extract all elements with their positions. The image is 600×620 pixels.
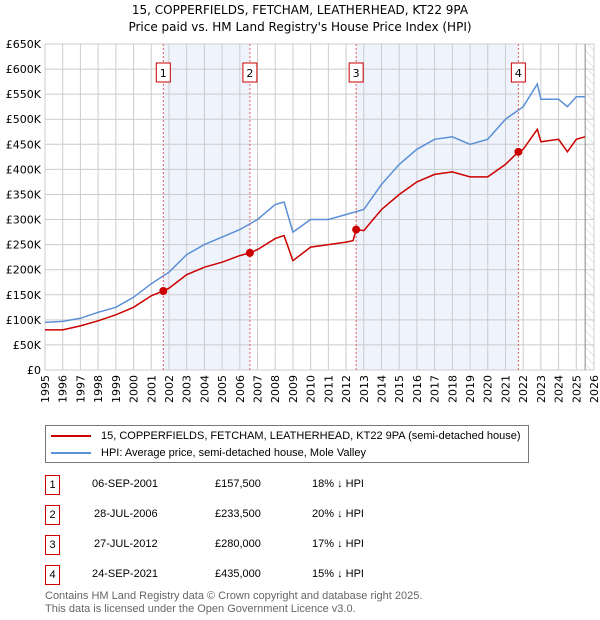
x-tick-label: 2004	[198, 375, 211, 403]
y-tick-label: £400K	[6, 163, 42, 176]
x-tick-label: 2015	[393, 375, 406, 403]
sale-point	[352, 225, 361, 234]
y-tick-label: £200K	[6, 264, 42, 277]
sale-point	[245, 248, 254, 257]
x-tick-label: 2026	[588, 375, 600, 403]
chart-title: 15, COPPERFIELDS, FETCHAM, LEATHERHEAD, …	[131, 3, 469, 17]
y-tick-label: £350K	[6, 188, 42, 201]
sale-price: £280,000	[215, 538, 261, 550]
sale-hpi-diff: 15% ↓ HPI	[312, 568, 364, 580]
sale-point	[514, 147, 523, 156]
sale-label: 1	[160, 67, 167, 80]
x-tick-label: 2021	[499, 375, 512, 403]
y-tick-label: £250K	[6, 239, 42, 252]
x-tick-label: 2001	[145, 375, 158, 403]
x-tick-label: 2007	[252, 375, 265, 403]
sale-label: 4	[515, 67, 522, 80]
x-tick-label: 2005	[216, 375, 229, 403]
sale-label: 2	[246, 67, 253, 80]
sale-hpi-diff: 18% ↓ HPI	[312, 478, 364, 490]
shaded-period	[163, 44, 250, 370]
x-tick-label: 2017	[429, 375, 442, 403]
y-tick-label: £450K	[6, 138, 42, 151]
y-tick-label: £550K	[6, 88, 42, 101]
x-tick-label: 1995	[39, 375, 52, 403]
x-tick-label: 2003	[181, 375, 194, 403]
x-tick-label: 1999	[110, 375, 123, 403]
table-row: 4 24-SEP-2021 £435,000 15% ↓ HPI	[45, 565, 445, 585]
x-tick-label: 2025	[570, 375, 583, 403]
x-tick-label: 2011	[322, 375, 335, 403]
y-tick-label: £600K	[6, 63, 42, 76]
sale-label-box	[155, 62, 171, 83]
footer-licence: This data is licensed under the Open Gov…	[45, 603, 356, 615]
sale-number: 3	[45, 535, 60, 555]
sale-date: 06-SEP-2001	[92, 478, 159, 490]
sale-date: 27-JUL-2012	[94, 538, 158, 550]
y-tick-label: £50K	[13, 339, 42, 352]
sale-date: 24-SEP-2021	[92, 568, 159, 580]
chart-subtitle: Price paid vs. HM Land Registry's House …	[128, 20, 472, 34]
x-tick-label: 1996	[57, 375, 70, 403]
x-tick-label: 1997	[74, 375, 87, 403]
x-tick-label: 2018	[446, 375, 459, 403]
sale-price: £233,500	[215, 508, 261, 520]
x-tick-label: 2008	[269, 375, 282, 403]
sale-number: 4	[45, 565, 60, 585]
hpi-line	[44, 82, 586, 324]
y-tick-label: £500K	[6, 113, 42, 126]
legend-label-property: 15, COPPERFIELDS, FETCHAM, LEATHERHEAD, …	[101, 430, 521, 442]
legend-item-hpi: HPI: Average price, semi-detached house,…	[46, 445, 366, 461]
table-row: 3 27-JUL-2012 £280,000 17% ↓ HPI	[45, 535, 445, 555]
x-tick-label: 2000	[128, 375, 141, 403]
x-tick-label: 2022	[517, 375, 530, 403]
sale-label: 3	[353, 67, 360, 80]
x-tick-label: 2020	[482, 375, 495, 403]
x-tick-label: 2024	[553, 375, 566, 403]
x-tick-label: 1998	[92, 375, 105, 403]
x-tick-label: 2010	[305, 375, 318, 403]
sale-price: £435,000	[215, 568, 261, 580]
sale-hpi-diff: 20% ↓ HPI	[312, 508, 364, 520]
table-row: 2 28-JUL-2006 £233,500 20% ↓ HPI	[45, 505, 445, 525]
shaded-period	[356, 44, 519, 370]
price-chart: 1995 1996 1997 1998 1999 2000 2001 2002 2003 2004…	[6, 38, 600, 403]
y-tick-label: £100K	[6, 314, 42, 327]
sale-point	[159, 287, 168, 296]
legend-label-hpi: HPI: Average price, semi-detached house,…	[101, 447, 366, 459]
y-tick-label: £0	[27, 364, 41, 377]
y-tick-label: £650K	[6, 38, 42, 51]
sale-hpi-diff: 17% ↓ HPI	[312, 538, 364, 550]
y-tick-label: £150K	[6, 289, 42, 302]
sale-number: 2	[45, 505, 60, 525]
legend-item-property: 15, COPPERFIELDS, FETCHAM, LEATHERHEAD, …	[46, 428, 521, 444]
sale-label-box	[510, 62, 526, 83]
sale-price: £157,500	[215, 478, 261, 490]
sale-number: 1	[45, 475, 60, 495]
x-tick-label: 2002	[163, 375, 176, 403]
x-tick-label: 2012	[340, 375, 353, 403]
y-tick-label: £300K	[6, 214, 42, 227]
legend-swatch-hpi	[51, 452, 91, 454]
sale-label-box	[348, 62, 364, 83]
footer-copyright: Contains HM Land Registry data © Crown c…	[45, 590, 423, 602]
x-tick-label: 2019	[464, 375, 477, 403]
x-tick-label: 2023	[535, 375, 548, 403]
x-tick-label: 2016	[411, 375, 424, 403]
legend: 15, COPPERFIELDS, FETCHAM, LEATHERHEAD, …	[45, 425, 529, 463]
sale-date: 28-JUL-2006	[94, 508, 158, 520]
x-tick-label: 2014	[375, 375, 388, 403]
x-tick-label: 2009	[287, 375, 300, 403]
forecast-hatch	[585, 44, 594, 370]
table-row: 1 06-SEP-2001 £157,500 18% ↓ HPI	[45, 475, 445, 495]
x-tick-label: 2013	[358, 375, 371, 403]
sale-label-box	[242, 62, 258, 83]
x-tick-label: 2006	[234, 375, 247, 403]
legend-swatch-property	[51, 435, 91, 437]
